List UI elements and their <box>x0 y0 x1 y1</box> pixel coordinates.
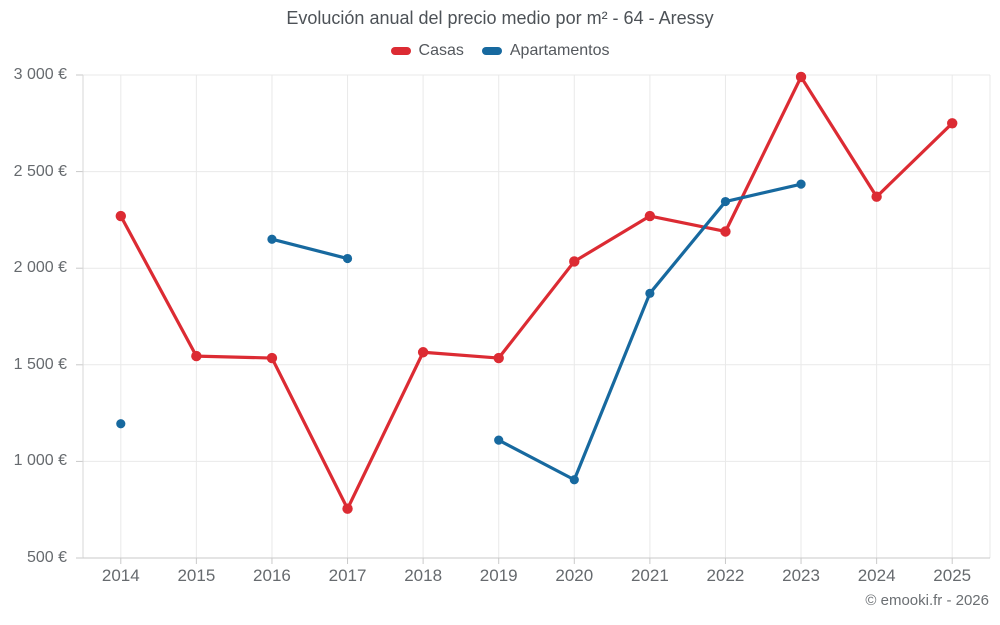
x-axis-label: 2022 <box>706 566 745 585</box>
data-point-casas <box>947 118 958 129</box>
x-axis-label: 2019 <box>479 566 518 585</box>
data-point-apartamentos <box>267 234 277 244</box>
data-point-casas <box>720 226 731 237</box>
x-axis-label: 2023 <box>782 566 820 585</box>
apartamentos-series-swatch-icon <box>481 47 502 55</box>
data-point-apartamentos <box>645 288 655 298</box>
data-point-casas <box>644 210 656 222</box>
data-point-apartamentos <box>342 253 353 264</box>
data-point-apartamentos <box>720 196 731 207</box>
data-point-casas <box>493 352 504 364</box>
data-point-apartamentos <box>116 419 126 429</box>
legend: Casas Apartamentos <box>0 42 1000 60</box>
y-axis: 500 € 1 000 € 1 500 € 2 000 € 2 500 € 3 000 € <box>0 0 76 625</box>
data-point-apartamentos <box>796 179 806 189</box>
series-line-apartamentos <box>270 237 350 261</box>
x-axis: 2014 2015 2016 2017 2018 2019 2020 2021 2022 2023… <box>0 566 1000 588</box>
data-point-apartamentos <box>494 435 504 445</box>
y-axis-label: 1 500 € <box>13 355 67 373</box>
x-axis-label: 2025 <box>933 566 972 585</box>
y-axis-label: 2 500 € <box>13 162 67 180</box>
data-point-casas <box>795 71 807 83</box>
x-axis-label: 2016 <box>253 566 291 585</box>
legend-item-apartamentos[interactable]: Apartamentos <box>481 42 610 60</box>
y-axis-label: 1 000 € <box>13 452 67 470</box>
chart-title: Evolución anual del precio medio por m² … <box>286 8 714 28</box>
x-axis-label: 2021 <box>630 566 669 585</box>
x-axis-label: 2024 <box>857 566 896 585</box>
data-point-casas <box>266 352 278 364</box>
x-axis-label: 2014 <box>101 566 140 585</box>
casas-series-swatch-icon <box>390 47 411 55</box>
x-axis-label: 2017 <box>328 566 367 585</box>
series-line-casas <box>119 75 954 511</box>
x-axis-label: 2018 <box>404 566 443 585</box>
y-axis-label: 3 000 € <box>13 66 67 83</box>
data-point-casas <box>191 350 202 362</box>
x-axis-label: 2020 <box>555 566 594 585</box>
legend-label-casas: Casas <box>418 42 464 59</box>
y-axis-label: 2 000 € <box>13 259 67 277</box>
legend-label-apartamentos: Apartamentos <box>509 42 610 59</box>
data-point-casas <box>417 347 429 358</box>
data-point-casas <box>342 503 353 514</box>
data-point-casas <box>871 191 882 202</box>
legend-item-casas[interactable]: Casas <box>390 42 464 60</box>
x-axis-label: 2015 <box>177 566 216 585</box>
y-axis-label: 500 € <box>26 549 67 566</box>
data-point-casas <box>569 256 580 267</box>
copyright-credit: © emooki.fr - 2026 <box>865 592 989 609</box>
data-point-apartamentos <box>569 475 579 485</box>
data-point-casas <box>115 210 126 222</box>
